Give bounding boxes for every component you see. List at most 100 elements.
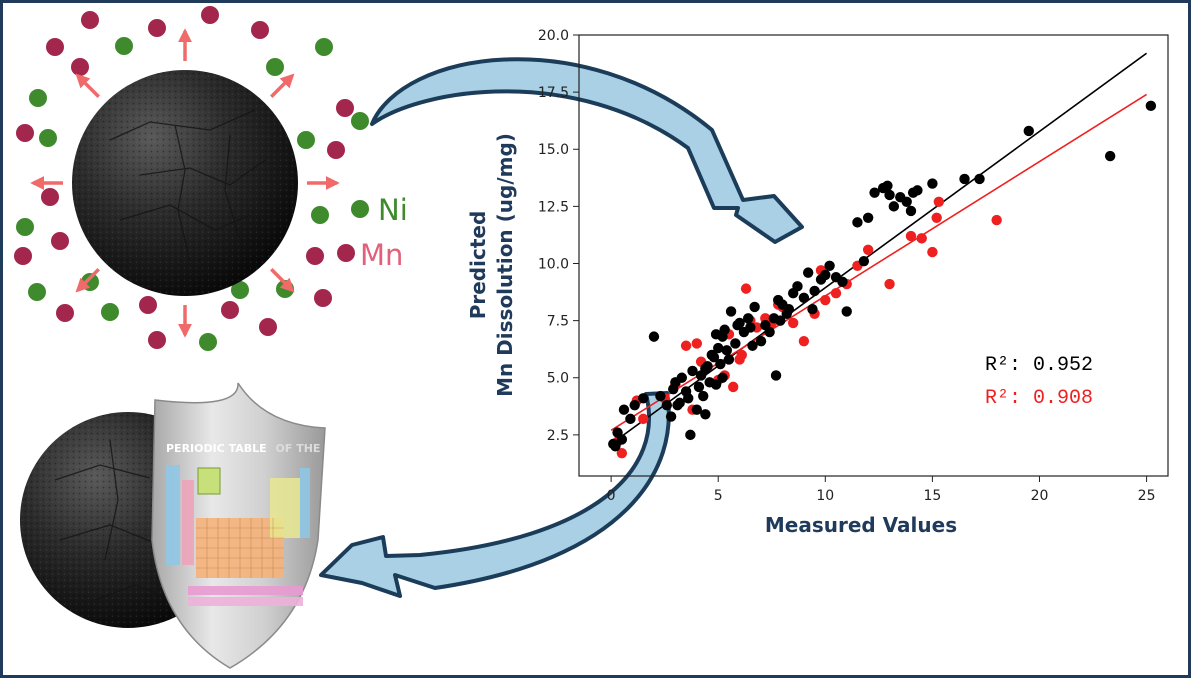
black-data-point: [907, 187, 919, 198]
x-tick-label: 15: [923, 488, 941, 504]
dissolving-particle-illustration: Ni Mn: [14, 6, 408, 351]
ni-ion: [101, 303, 119, 321]
red-data-point: [905, 230, 917, 242]
black-data-point: [732, 319, 743, 331]
red-data-point: [931, 212, 942, 223]
red-data-point: [787, 317, 799, 329]
pt-block-alkaline: [182, 480, 194, 565]
ni-ion: [115, 37, 133, 55]
pt-featured-element: [197, 467, 221, 495]
black-data-point: [824, 260, 835, 271]
ni-ion: [297, 131, 315, 149]
pt-block-lanthanide: [188, 586, 303, 595]
red-data-point: [798, 335, 810, 347]
ni-ion: [351, 112, 369, 130]
protected-particle-illustration: PERIODIC TABLE OF THE ELEMENTS: [20, 382, 395, 669]
y-axis: 2.5 5.0 7.5 10.0 12.5 15.0 17.5 20.0: [538, 28, 579, 444]
dissolution-arrow: [75, 73, 100, 98]
y-axis-label-line2: Mn Dissolution (ug/mg): [493, 133, 517, 397]
black-data-point: [841, 306, 852, 317]
x-tick-label: 20: [1031, 488, 1049, 504]
black-data-point: [700, 409, 711, 420]
ni-ion: [199, 333, 217, 351]
pt-grid-lines: [196, 518, 284, 578]
red-data-point: [728, 381, 739, 393]
black-data-point: [770, 370, 782, 381]
black-data-point: [792, 281, 803, 292]
y-tick-label: 2.5: [547, 428, 569, 444]
black-data-point: [974, 173, 985, 185]
black-data-point: [959, 173, 970, 185]
black-data-point: [802, 267, 814, 278]
dissolution-arrow: [270, 268, 295, 293]
black-data-point: [882, 180, 893, 192]
mn-ion: [51, 232, 69, 250]
y-tick-label: 10.0: [538, 256, 569, 272]
black-data-point: [858, 256, 870, 267]
dissolution-arrow: [75, 268, 100, 293]
red-data-point: [884, 278, 895, 290]
dissolution-arrow: [270, 73, 295, 98]
black-data-point: [618, 404, 630, 415]
coated-sphere-cracks: [54, 439, 176, 601]
ni-ion: [231, 281, 249, 299]
ion-particles: [14, 6, 369, 351]
mn-ion: [148, 19, 166, 37]
black-data-point: [1145, 100, 1157, 112]
r2-black-annotation: R²: 0.952: [985, 354, 1093, 377]
periodic-table-title-main: PERIODIC TABLE: [166, 442, 267, 455]
black-data-point: [665, 411, 677, 422]
black-data-point: [807, 303, 818, 315]
red-data-point: [916, 233, 927, 244]
black-data-point: [743, 313, 754, 324]
black-data-point: [721, 345, 732, 356]
ni-ion: [28, 283, 46, 301]
periodic-table-title: PERIODIC TABLE OF THE ELEMENTS: [166, 442, 395, 455]
black-data-point: [648, 331, 660, 342]
curved-arrow-to-shield: [319, 391, 671, 598]
black-data-point: [820, 269, 831, 281]
black-data-point: [691, 404, 702, 415]
mn-ion: [139, 296, 157, 314]
black-data-point: [901, 196, 912, 208]
mn-ion: [336, 99, 354, 117]
y-tick-label: 7.5: [547, 314, 569, 330]
black-data-point: [852, 217, 863, 228]
black-data-point: [717, 372, 728, 383]
mn-ion: [314, 289, 332, 307]
black-data-point: [661, 399, 673, 411]
red-data-point: [680, 340, 692, 351]
black-data-point: [725, 306, 737, 317]
black-data-point: [693, 381, 705, 393]
y-axis-label-line1: Predicted: [466, 211, 490, 320]
ni-ion: [39, 129, 57, 147]
black-data-point: [616, 434, 628, 445]
black-data-point: [869, 187, 880, 198]
ni-ion: [311, 206, 329, 224]
sphere-crack-lines: [109, 109, 266, 263]
y-tick-label: 17.5: [538, 85, 569, 101]
x-tick-label: 0: [607, 488, 616, 504]
mn-ion: [306, 247, 324, 265]
x-axis-label: Measured Values: [765, 513, 957, 537]
x-tick-label: 25: [1138, 488, 1156, 504]
black-data-point: [730, 338, 741, 349]
black-data-point: [719, 324, 730, 335]
periodic-table-title-end: ELEMENTS: [329, 442, 394, 455]
black-data-point: [715, 358, 726, 370]
black-data-point: [749, 301, 760, 313]
black-data-point: [837, 276, 848, 287]
data-points: [608, 100, 1157, 459]
ni-label: Ni: [378, 193, 408, 227]
plot-area-frame: [578, 34, 1169, 477]
dissolution-arrows: [30, 28, 340, 338]
mn-ion: [41, 188, 59, 206]
black-data-point: [629, 399, 640, 411]
black-data-point: [655, 390, 666, 402]
pt-block-s: [166, 465, 180, 565]
black-data-point: [610, 441, 621, 452]
y-tick-label: 20.0: [538, 28, 569, 44]
pt-block-noble: [300, 468, 310, 538]
black-data-point: [723, 354, 735, 365]
